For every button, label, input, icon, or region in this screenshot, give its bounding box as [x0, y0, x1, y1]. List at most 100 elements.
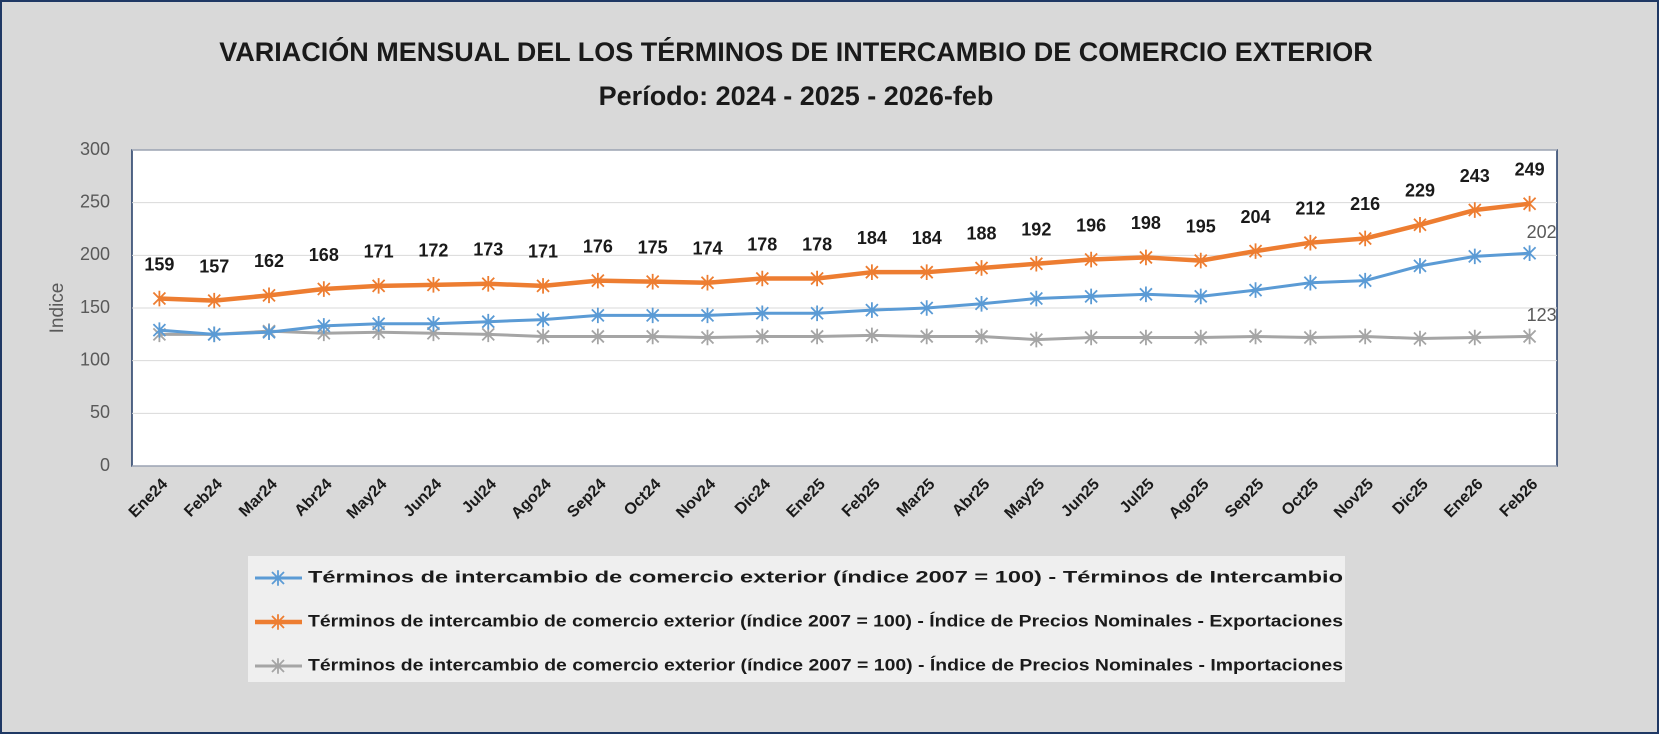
marker [1522, 195, 1537, 212]
data-label: 176 [583, 236, 613, 256]
data-label: 212 [1295, 198, 1325, 218]
data-label: 171 [364, 242, 394, 262]
marker [207, 292, 221, 309]
marker [1248, 328, 1263, 345]
data-label: 229 [1405, 181, 1435, 201]
data-label: 173 [473, 240, 503, 260]
data-label: 196 [1076, 215, 1106, 235]
legend-marker [271, 614, 285, 630]
data-label: 202 [1527, 222, 1557, 242]
marker [755, 270, 769, 287]
marker [1248, 243, 1263, 259]
marker [152, 290, 167, 307]
marker [646, 328, 660, 345]
marker [1358, 230, 1372, 247]
marker [700, 307, 715, 324]
marker [371, 278, 386, 294]
data-label: 123 [1527, 305, 1557, 325]
marker [974, 328, 989, 345]
marker [536, 328, 550, 345]
marker [1029, 255, 1043, 272]
marker [974, 260, 989, 276]
data-label: 195 [1186, 216, 1216, 236]
data-label: 159 [144, 254, 174, 274]
marker [1084, 329, 1098, 346]
marker [1248, 282, 1263, 298]
data-label: 157 [199, 256, 229, 276]
marker [1139, 329, 1153, 346]
marker [1194, 329, 1208, 346]
marker [591, 328, 605, 345]
legend-label: Términos de intercambio de comercio exte… [308, 568, 1343, 586]
marker [317, 318, 331, 334]
marker [700, 329, 715, 346]
marker [1413, 258, 1427, 274]
marker [426, 316, 441, 332]
marker [1194, 288, 1208, 305]
marker [1084, 251, 1098, 268]
marker [865, 302, 879, 318]
series-line [159, 329, 1530, 342]
marker [1303, 234, 1318, 251]
series-line [159, 201, 1530, 303]
marker [974, 295, 989, 312]
marker [1358, 272, 1372, 289]
data-label: 184 [857, 228, 887, 248]
marker [920, 264, 934, 280]
y-tick-label: 200 [80, 244, 110, 264]
marker [1139, 286, 1153, 303]
data-label: 192 [1021, 220, 1051, 240]
marker [810, 270, 824, 287]
marker [1522, 245, 1537, 262]
legend-label: Términos de intercambio de comercio exte… [308, 611, 1343, 630]
marker [1413, 330, 1427, 347]
marker [1358, 328, 1372, 345]
marker [920, 328, 934, 345]
data-label: 178 [747, 234, 777, 254]
marker [1468, 248, 1482, 265]
data-label: 171 [528, 242, 558, 262]
y-tick-label: 50 [90, 402, 110, 422]
marker [262, 324, 276, 341]
data-label: 198 [1131, 213, 1161, 233]
data-label: 178 [802, 234, 832, 254]
marker [1194, 252, 1208, 269]
marker [536, 278, 550, 294]
data-label: 249 [1515, 159, 1545, 179]
legend-marker [271, 570, 285, 586]
marker [317, 281, 331, 297]
marker [1029, 331, 1043, 348]
y-tick-label: 100 [80, 349, 110, 369]
series-line [159, 251, 1530, 336]
marker [371, 316, 386, 332]
marker [755, 328, 769, 345]
marker [1084, 288, 1098, 305]
marker [755, 305, 769, 322]
marker [1029, 290, 1043, 307]
marker [646, 307, 660, 324]
y-tick-label: 300 [80, 139, 110, 159]
data-label: 184 [912, 228, 942, 248]
data-label: 162 [254, 251, 284, 271]
marker [591, 307, 605, 324]
marker [1413, 216, 1427, 233]
marker [1303, 274, 1318, 291]
data-label: 175 [638, 237, 668, 257]
marker [1522, 328, 1537, 345]
legend-marker [271, 658, 285, 674]
marker [1303, 329, 1318, 346]
marker [207, 326, 221, 343]
data-label: 204 [1241, 207, 1271, 227]
marker [865, 327, 879, 344]
marker [865, 264, 879, 280]
data-label: 188 [966, 224, 996, 244]
marker [1468, 202, 1482, 218]
y-axis-label: Indice [47, 283, 68, 334]
marker [810, 305, 824, 322]
data-label: 168 [309, 245, 339, 265]
chart-title: VARIACIÓN MENSUAL DEL LOS TÉRMINOS DE IN… [219, 36, 1373, 67]
marker [1139, 249, 1153, 266]
marker [700, 274, 715, 291]
chart-subtitle: Período: 2024 - 2025 - 2026-feb [599, 81, 994, 111]
